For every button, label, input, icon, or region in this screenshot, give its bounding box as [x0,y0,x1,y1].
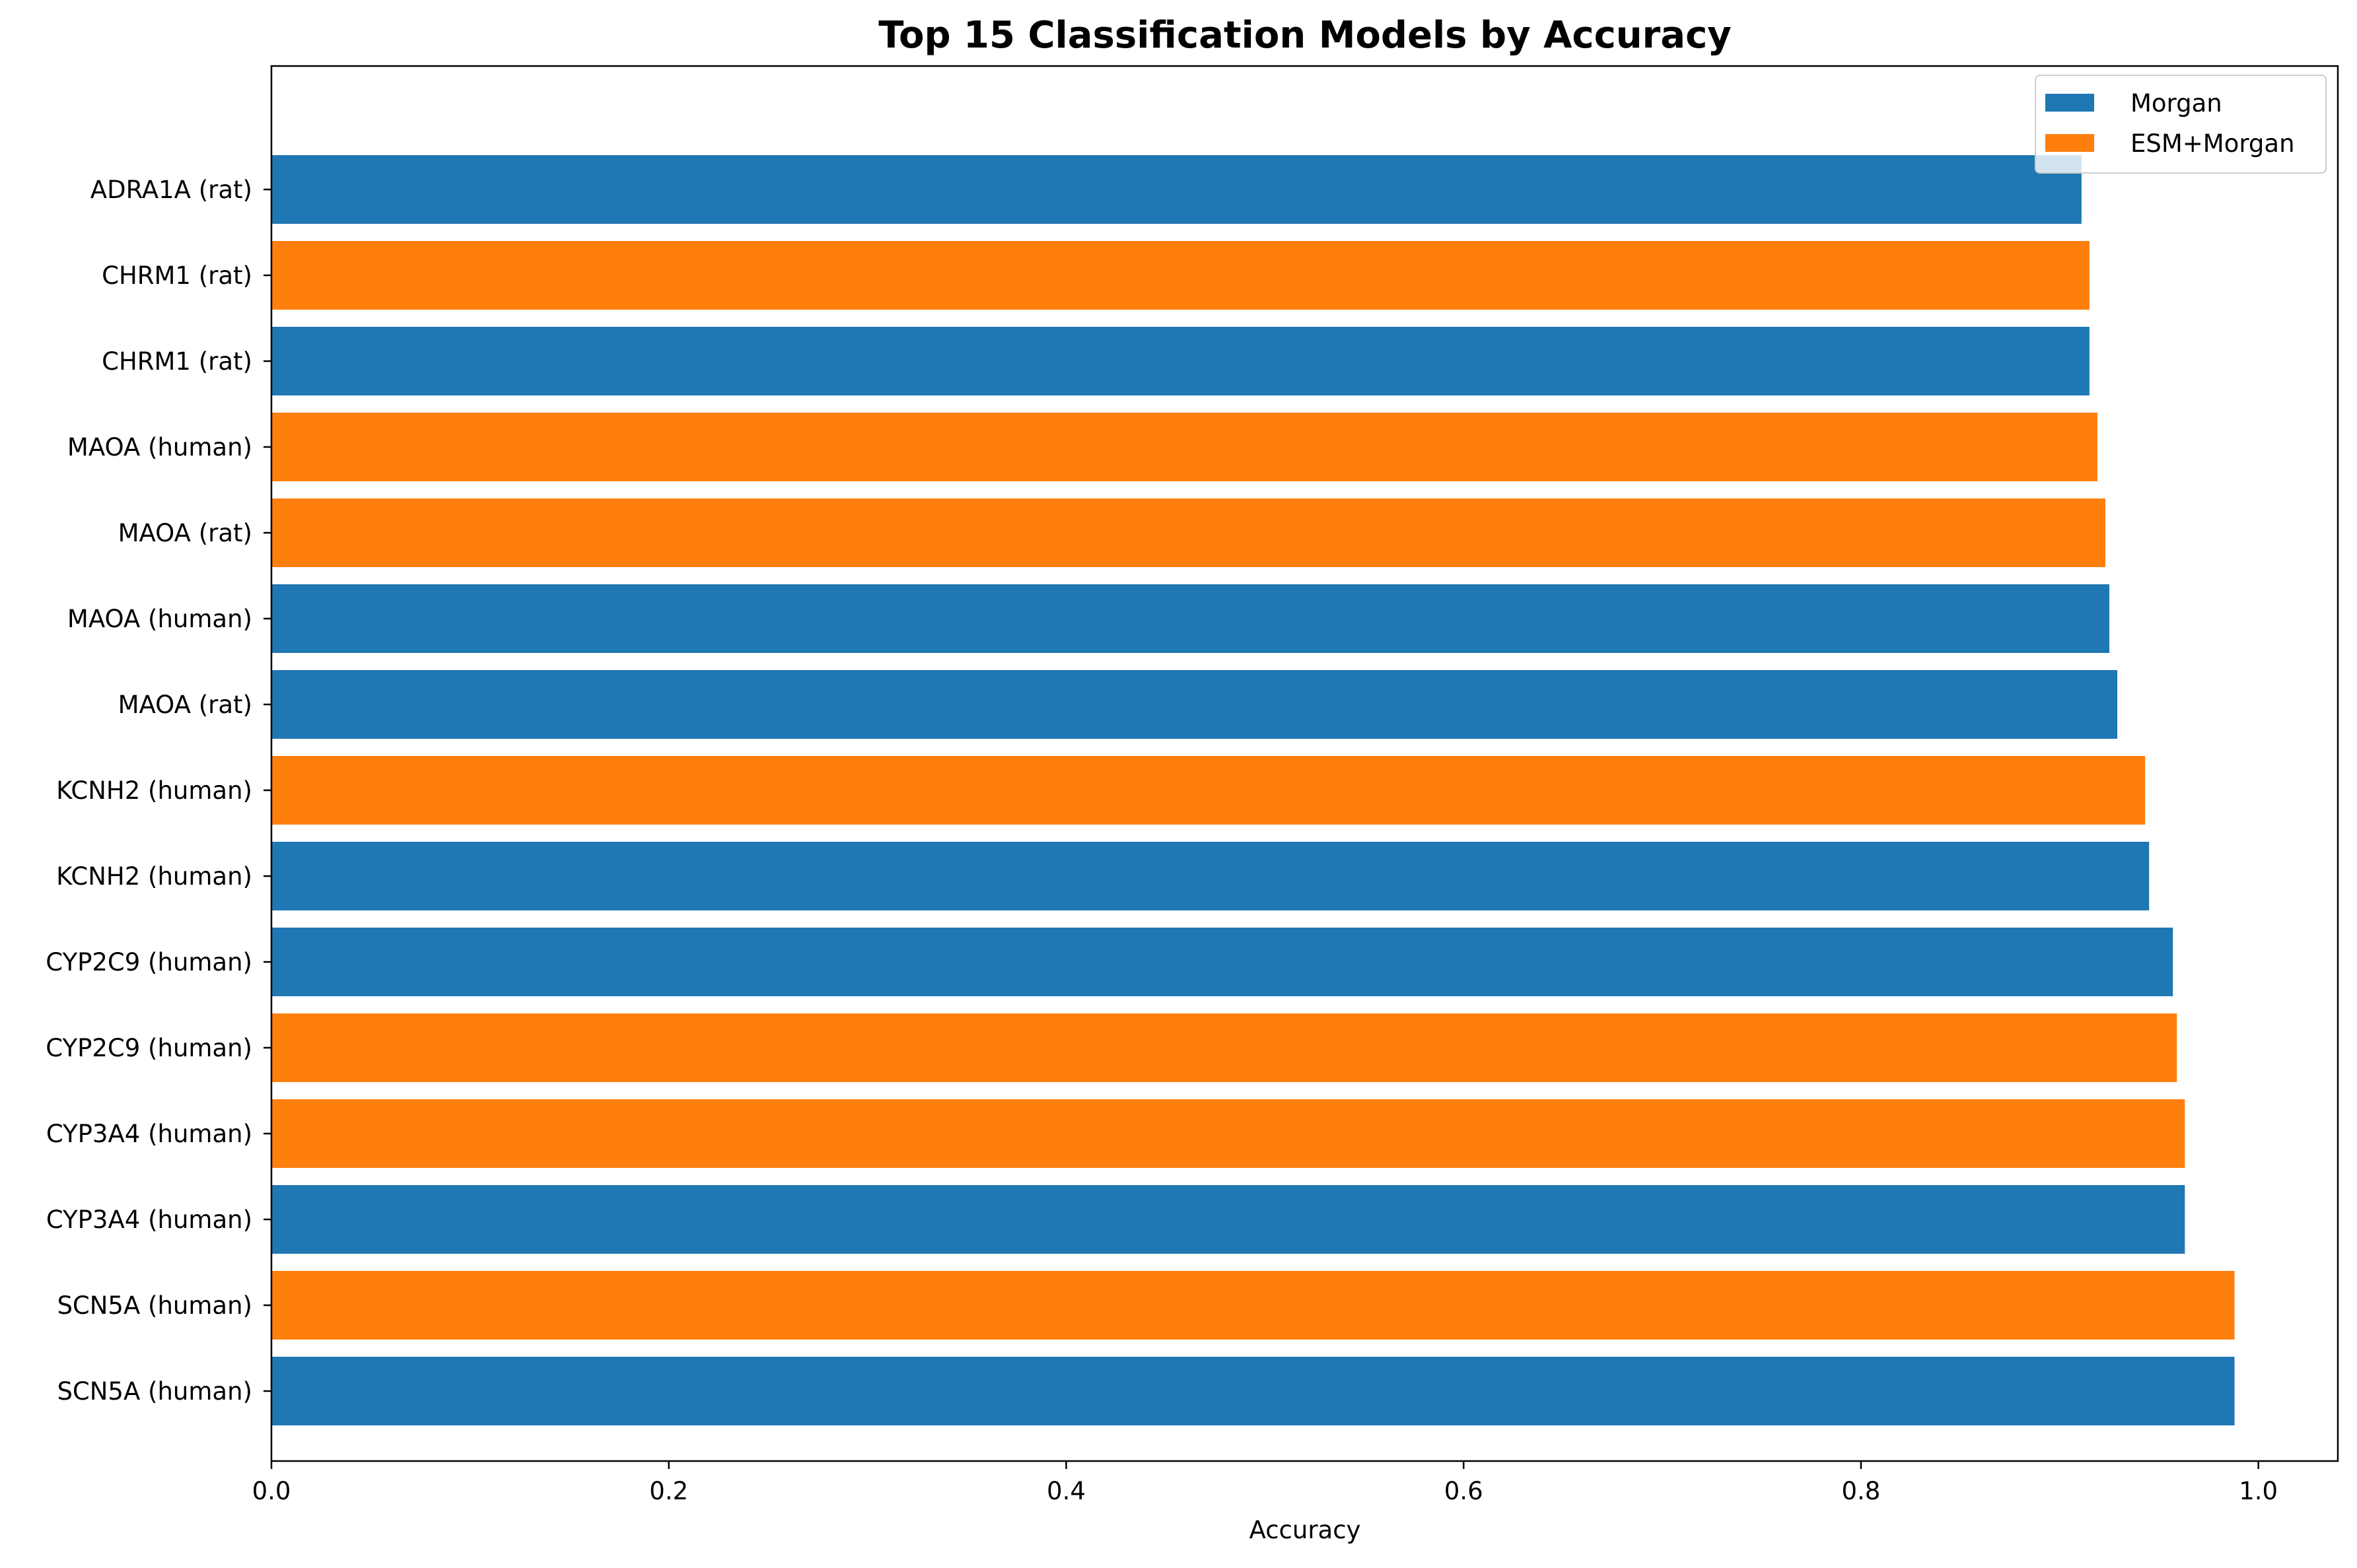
y-tick-label: CHRM1 (rat) [102,261,252,290]
bar-esm-morgan [271,498,2105,567]
y-tick-label: CHRM1 (rat) [102,347,252,376]
bar-morgan [271,670,2118,739]
y-tick-label: KCNH2 (human) [56,862,252,891]
y-tick-label: ADRA1A (rat) [90,176,252,204]
legend-label-morgan: Morgan [2130,89,2222,118]
bar-esm-morgan [271,1099,2185,1168]
bar-morgan [271,155,2082,224]
bar-morgan [271,928,2173,996]
y-tick-label: CYP3A4 (human) [46,1206,252,1234]
y-tick-label: KCNH2 (human) [56,776,252,805]
x-axis-label: Accuracy [1249,1516,1361,1544]
y-tick-label: CYP2C9 (human) [46,948,252,976]
chart-title: Top 15 Classification Models by Accuracy [878,14,1732,57]
y-tick-label: MAOA (human) [67,433,252,461]
y-tick-label: MAOA (rat) [118,691,252,719]
legend: Morgan ESM+Morgan [2035,75,2327,174]
y-tick-label: CYP2C9 (human) [46,1034,252,1062]
legend-label-esm-morgan: ESM+Morgan [2130,129,2295,158]
bar-morgan [271,327,2090,395]
bars-layer [271,155,2235,1425]
y-tick-label: CYP3A4 (human) [46,1120,252,1148]
x-tick-label: 0.8 [1842,1477,1881,1505]
y-tick-label: MAOA (human) [67,605,252,633]
bar-esm-morgan [271,1271,2235,1340]
bar-morgan [271,842,2150,910]
y-tick-label: SCN5A (human) [57,1291,252,1320]
x-tick-label: 0.6 [1444,1477,1483,1505]
bar-morgan [271,1357,2235,1425]
bar-morgan [271,584,2110,653]
bar-esm-morgan [271,1013,2177,1082]
x-tick-label: 0.4 [1047,1477,1086,1505]
x-tick-label: 0.0 [252,1477,291,1505]
x-tick-label: 1.0 [2239,1477,2278,1505]
x-axis: 0.0 0.2 0.4 0.6 0.8 1.0 [252,1461,2278,1505]
plot-frame [270,65,2339,1462]
y-axis: SCN5A (human) SCN5A (human) CYP3A4 (human)… [46,176,271,1406]
legend-frame [2035,75,2327,174]
bar-morgan [271,1185,2185,1254]
bar-esm-morgan [271,413,2097,481]
legend-swatch-esm-morgan [2045,134,2094,152]
x-tick-label: 0.2 [649,1477,688,1505]
y-tick-label: MAOA (rat) [118,519,252,547]
bar-esm-morgan [271,756,2146,825]
legend-swatch-morgan [2045,94,2094,112]
y-tick-label: SCN5A (human) [57,1377,252,1406]
bar-esm-morgan [271,241,2090,310]
